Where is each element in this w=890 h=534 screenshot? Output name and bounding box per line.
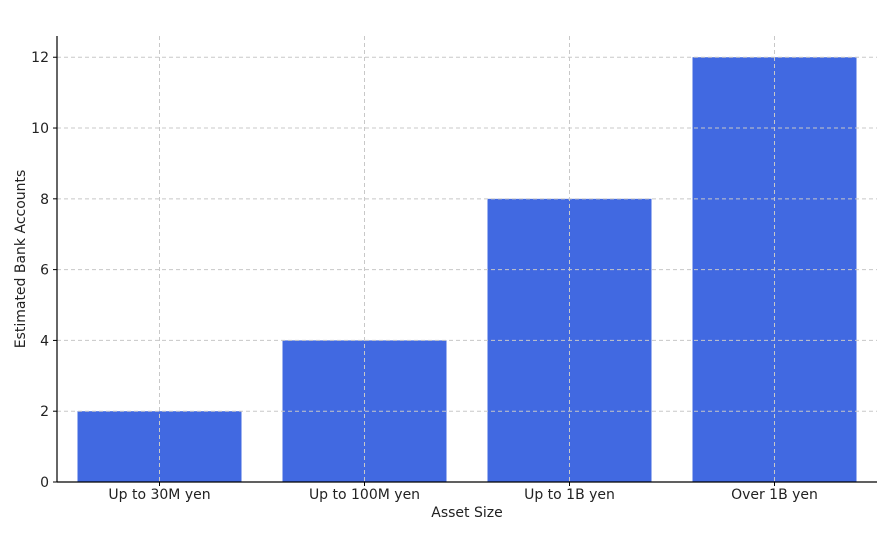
x-tick-label: Up to 30M yen [108,487,210,503]
y-tick-label: 0 [40,475,49,491]
y-tick-label: 4 [40,333,49,349]
x-ticks: Up to 30M yen Up to 100M yen Up to 1B yen O… [108,482,818,503]
y-tick-label: 8 [40,192,49,208]
y-tick-label: 6 [40,263,49,279]
y-tick-label: 12 [31,50,49,66]
y-axis-title: Estimated Bank Accounts [13,170,29,349]
x-axis-title: Asset Size [431,505,502,521]
x-tick-label: Over 1B yen [731,487,818,503]
x-tick-label: Up to 100M yen [309,487,420,503]
y-tick-label: 10 [31,121,49,137]
y-tick-label: 2 [40,404,49,420]
y-ticks: 0 2 4 6 8 10 12 [31,50,57,491]
x-tick-label: Up to 1B yen [524,487,615,503]
axes [56,36,877,483]
